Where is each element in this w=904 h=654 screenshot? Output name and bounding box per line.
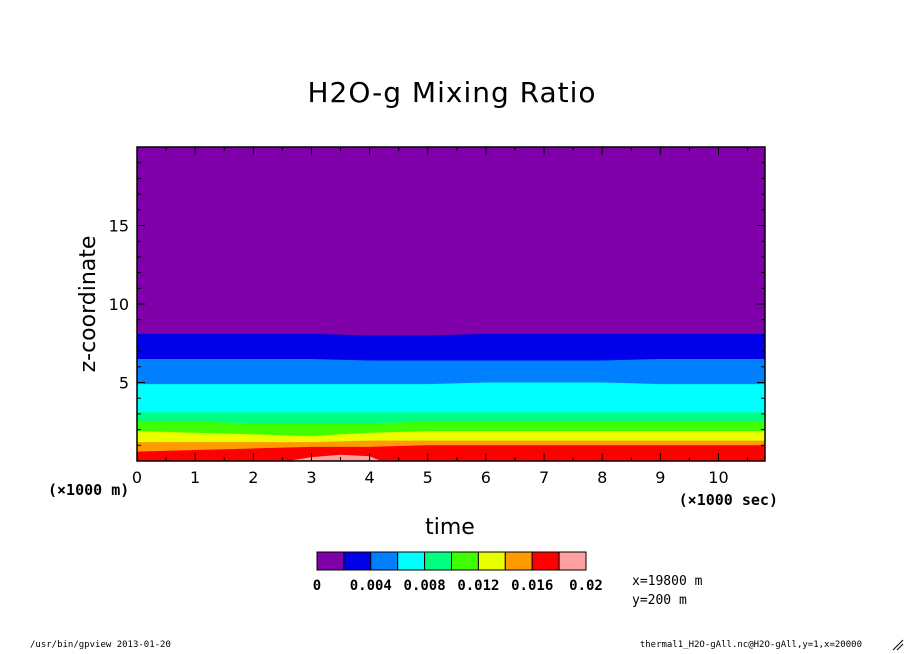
contour-fills (137, 147, 765, 461)
x-tick-label: 2 (248, 468, 258, 487)
colorbar: 0 0.004 0.008 0.012 0.016 0.02 (313, 551, 603, 594)
x-tick-label: 1 (190, 468, 200, 487)
colorbar-tick-label: 0.02 (569, 578, 603, 594)
y-tick-label: 15 (109, 217, 129, 236)
x-tick-label: 5 (423, 468, 433, 487)
x-tick-label: 6 (481, 468, 491, 487)
colorbar-swatch (316, 551, 345, 571)
x-position-label: x=19800 m (632, 574, 703, 589)
colorbar-tick-label: 0.004 (350, 578, 392, 594)
chart-title: H2O-g Mixing Ratio (307, 76, 597, 109)
y-position-label: y=200 m (632, 593, 687, 608)
colorbar-tick-label: 0.008 (404, 578, 446, 594)
colorbar-swatch (477, 551, 506, 571)
colorbar-swatch (397, 551, 426, 571)
x-tick-label: 9 (655, 468, 665, 487)
y-tick-label: 10 (109, 295, 129, 314)
y-axis-title: z-coordinate (76, 236, 101, 373)
colorbar-swatch (504, 551, 533, 571)
colorbar-swatch (531, 551, 560, 571)
x-tick-label: 10 (708, 468, 728, 487)
colorbar-swatch (343, 551, 372, 571)
x-axis-title: time (425, 515, 475, 540)
contour-band-8 (137, 445, 765, 461)
x-tick-label: 4 (364, 468, 374, 487)
colorbar-swatch (424, 551, 453, 571)
colorbar-swatch (558, 551, 587, 571)
x-tick-label: 0 (132, 468, 142, 487)
x-unit-label: (×1000 sec) (679, 491, 778, 509)
x-tick-label: 3 (306, 468, 316, 487)
corner-mark (892, 639, 904, 651)
footer-left: /usr/bin/gpview 2013-01-20 (30, 640, 171, 650)
colorbar-tick-label: 0 (313, 578, 321, 594)
colorbar-swatch (370, 551, 399, 571)
colorbar-tick-label: 0.012 (457, 578, 499, 594)
y-unit-label: (×1000 m) (48, 481, 129, 499)
colorbar-tick-label: 0.016 (511, 578, 553, 594)
colorbar-swatch (451, 551, 479, 571)
x-tick-label: 8 (597, 468, 607, 487)
axis-labels: 0 1 2 3 4 5 6 7 8 9 10 5 10 15 time z-coordinate (×1000 … (48, 217, 778, 541)
y-tick-label: 5 (119, 374, 129, 393)
footer-right: thermal1_H2O-gAll.nc@H2O-gAll,y=1,x=2000… (639, 640, 862, 650)
axis-ticks (136, 146, 765, 462)
x-tick-label: 7 (539, 468, 549, 487)
corner-mark (896, 643, 904, 651)
